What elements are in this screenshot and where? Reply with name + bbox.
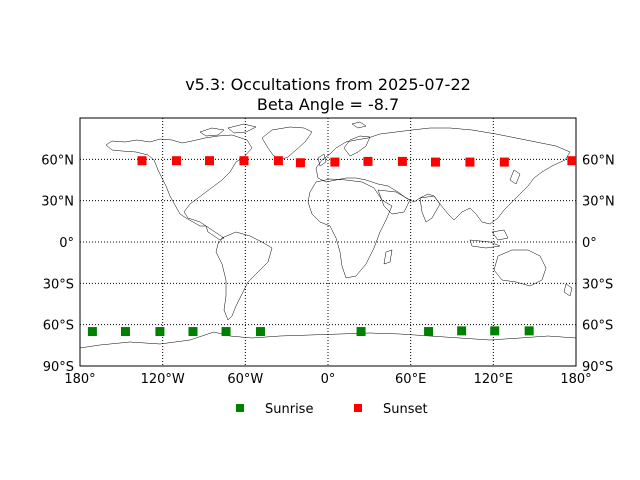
- legend-label-sunset: Sunset: [383, 402, 428, 417]
- sunset-point-8: [397, 156, 407, 166]
- sunset-point-0: [137, 156, 147, 166]
- y-tick-label-right-0: 60°N: [582, 153, 615, 168]
- y-tick-label-left-3: 30°S: [43, 277, 74, 292]
- sunset-point-12: [567, 156, 576, 166]
- sunrise-point-9: [490, 326, 500, 336]
- y-tick-label-left-5: 90°S: [43, 360, 74, 375]
- y-axis-ticks: 60°N 60°N 30°N 30°N 0° 0° 30°S 30°S 60°S 60°S 90°S…: [41, 153, 615, 375]
- sunrise-point-8: [457, 326, 467, 336]
- x-axis-ticks: 180° 120°W 60°W 0° 60°E 120°E 180°: [64, 372, 591, 387]
- x-tick-label-0: 180°: [64, 372, 95, 387]
- legend-label-sunrise: Sunrise: [265, 402, 313, 417]
- sunrise-point-1: [120, 327, 130, 337]
- x-tick-label-6: 180°: [560, 372, 591, 387]
- x-tick-label-5: 120°E: [474, 372, 514, 387]
- chart-title: v5.3: Occultations from 2025-07-22: [185, 75, 471, 94]
- legend-marker-sunset: [354, 404, 362, 412]
- sunset-point-7: [363, 156, 373, 166]
- y-tick-label-right-5: 90°S: [582, 360, 613, 375]
- sunset-point-6: [330, 157, 340, 167]
- sunset-point-11: [499, 157, 509, 167]
- sunrise-point-4: [221, 327, 231, 337]
- y-tick-label-left-1: 30°N: [41, 195, 74, 210]
- x-tick-label-4: 60°E: [395, 372, 426, 387]
- sunrise-point-0: [87, 327, 97, 337]
- sunset-point-3: [239, 156, 249, 166]
- world-coastlines-basemap: [80, 121, 576, 349]
- y-tick-label-left-0: 60°N: [41, 153, 74, 168]
- y-tick-label-left-4: 60°S: [43, 319, 74, 334]
- x-tick-label-2: 60°W: [227, 372, 263, 387]
- sunrise-point-10: [524, 326, 534, 336]
- sunrise-point-5: [255, 327, 265, 337]
- legend-marker-sunrise: [236, 404, 244, 412]
- y-tick-label-right-3: 30°S: [582, 277, 613, 292]
- y-tick-label-right-1: 30°N: [582, 195, 615, 210]
- chart-grid: [80, 118, 576, 366]
- sunset-point-10: [465, 157, 475, 167]
- y-tick-label-right-2: 0°: [582, 236, 597, 251]
- sunrise-point-7: [424, 327, 434, 337]
- sunrise-point-2: [155, 327, 165, 337]
- sunset-point-9: [430, 157, 440, 167]
- plot-frame: [79, 117, 577, 367]
- sunset-point-5: [295, 158, 305, 168]
- sunset-point-4: [273, 156, 283, 166]
- x-tick-label-1: 120°W: [141, 372, 185, 387]
- legend: Sunrise Sunset: [236, 402, 428, 417]
- x-tick-label-3: 0°: [321, 372, 336, 387]
- y-tick-label-right-4: 60°S: [582, 319, 613, 334]
- sunset-point-1: [171, 156, 181, 166]
- y-tick-label-left-2: 0°: [59, 236, 74, 251]
- chart-subtitle: Beta Angle = -8.7: [257, 95, 399, 114]
- sunrise-point-3: [188, 327, 198, 337]
- sunrise-point-6: [356, 327, 366, 337]
- data-points: [87, 156, 576, 337]
- sunset-point-2: [205, 156, 215, 166]
